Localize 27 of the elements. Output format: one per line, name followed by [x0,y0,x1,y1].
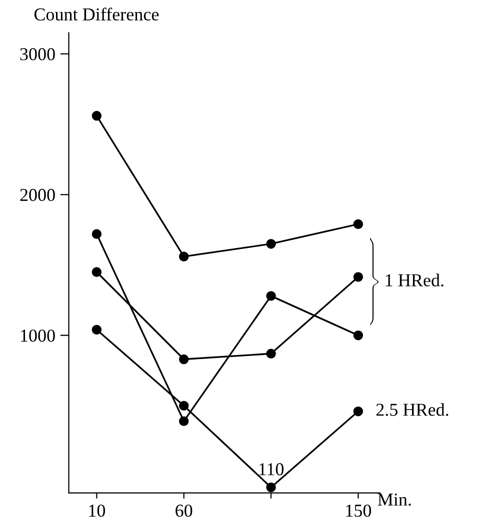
point [178,400,189,411]
point [353,406,364,416]
x-tick-label: 60 [176,504,192,517]
x-tick-label: 150 [346,504,372,517]
x-tick-label: 110 [259,463,284,476]
point [353,330,364,340]
y-tick-label: 2000 [20,188,55,202]
point [92,229,102,239]
x-axis-title: Min. [378,494,411,506]
point [266,482,276,492]
y-tick-label: 3000 [20,48,55,60]
point [266,348,276,358]
annotation: 1 HRed. [386,274,444,286]
point [178,354,189,364]
point [178,252,189,262]
y-tick-label: 1000 [21,330,55,342]
series-label: 2.5 HRed. [376,403,448,416]
point [92,267,102,277]
y-axis-title: Count Difference [34,8,159,21]
point [266,239,276,249]
point [178,416,189,426]
point [353,272,364,282]
point [92,324,102,335]
point [353,219,364,230]
point [92,110,102,121]
x-tick-label: 10 [89,504,106,517]
point [266,291,276,301]
